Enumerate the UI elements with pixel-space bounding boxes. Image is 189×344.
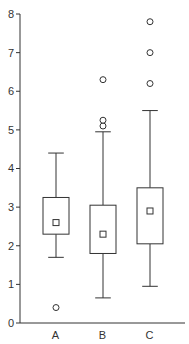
svg-text:7: 7 <box>8 47 14 59</box>
svg-text:B: B <box>99 329 106 341</box>
svg-text:C: C <box>146 329 154 341</box>
svg-text:2: 2 <box>8 240 14 252</box>
svg-text:5: 5 <box>8 124 14 136</box>
svg-text:1: 1 <box>8 278 14 290</box>
svg-text:3: 3 <box>8 201 14 213</box>
svg-text:6: 6 <box>8 85 14 97</box>
svg-text:4: 4 <box>8 162 14 174</box>
svg-text:A: A <box>52 329 60 341</box>
svg-text:0: 0 <box>8 317 14 329</box>
svg-text:8: 8 <box>8 8 14 20</box>
